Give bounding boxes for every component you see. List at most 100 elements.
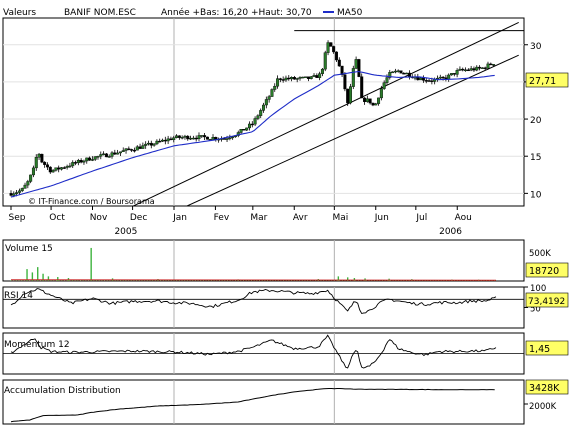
candle-body bbox=[35, 157, 38, 168]
candle-body bbox=[248, 124, 251, 128]
candle-body bbox=[273, 86, 276, 89]
candle-body bbox=[287, 78, 290, 79]
candle-body bbox=[198, 135, 201, 138]
candle-body bbox=[327, 43, 330, 53]
x-tick-label-Nov: Nov bbox=[90, 213, 108, 223]
candle-body bbox=[450, 73, 453, 75]
candle-body bbox=[203, 135, 206, 137]
candle-body bbox=[97, 156, 100, 157]
candle-body bbox=[178, 136, 181, 138]
candle-body bbox=[136, 147, 139, 150]
candle-body bbox=[271, 90, 274, 97]
candle-body bbox=[464, 70, 467, 71]
candle-body bbox=[335, 52, 338, 60]
candle-body bbox=[352, 68, 355, 86]
price-tick-label-20: 20 bbox=[530, 116, 542, 126]
candle-body bbox=[184, 136, 187, 137]
x-tick-label-Jul: Jul bbox=[415, 213, 427, 223]
candle-body bbox=[85, 158, 88, 161]
candle-body bbox=[130, 149, 133, 150]
candle-body bbox=[453, 73, 456, 74]
candle-body bbox=[321, 69, 324, 74]
candle-body bbox=[243, 129, 246, 130]
candle-body bbox=[316, 75, 319, 77]
candle-body bbox=[32, 168, 35, 175]
candle-body bbox=[158, 141, 161, 142]
momentum-value: 1,45 bbox=[529, 344, 550, 355]
candle-body bbox=[473, 69, 476, 71]
candle-body bbox=[254, 118, 257, 124]
candle-body bbox=[105, 154, 108, 157]
candle-body bbox=[478, 67, 481, 68]
candle-body bbox=[492, 64, 495, 65]
rsi-value: 73,4192 bbox=[528, 297, 565, 307]
candle-body bbox=[307, 77, 310, 79]
candle-body bbox=[293, 77, 296, 79]
candle-body bbox=[60, 168, 63, 170]
candle-body bbox=[313, 75, 316, 76]
candle-body bbox=[344, 75, 347, 89]
candle-body bbox=[24, 185, 27, 188]
candle-body bbox=[355, 59, 358, 68]
volume-value: 18720 bbox=[529, 266, 559, 277]
candle-body bbox=[161, 140, 164, 141]
candle-body bbox=[200, 135, 203, 136]
candle-body bbox=[150, 143, 153, 145]
candle-body bbox=[38, 154, 41, 157]
candle-body bbox=[139, 147, 142, 149]
candle-body bbox=[299, 77, 302, 78]
candle-body bbox=[383, 83, 386, 89]
candle-body bbox=[125, 149, 128, 151]
price-tick-label-10: 10 bbox=[530, 190, 542, 200]
candle-body bbox=[156, 141, 159, 144]
candle-body bbox=[226, 139, 229, 140]
candle-body bbox=[265, 99, 268, 105]
candle-body bbox=[153, 144, 156, 145]
candle-body bbox=[10, 193, 13, 195]
candle-body bbox=[108, 156, 111, 157]
candle-body bbox=[349, 87, 352, 103]
candle-body bbox=[102, 154, 105, 155]
candle-body bbox=[88, 158, 91, 160]
candle-body bbox=[338, 60, 341, 66]
candle-body bbox=[439, 77, 442, 78]
candle-body bbox=[71, 162, 74, 166]
momentum-panel-label: Momentum 12 bbox=[4, 340, 70, 350]
candle-body bbox=[380, 89, 383, 98]
x-tick-label-Jun: Jun bbox=[374, 213, 389, 223]
volume-axis-label: 500K bbox=[529, 249, 551, 259]
candle-body bbox=[358, 59, 361, 76]
x-tick-label-Fev: Fev bbox=[214, 213, 230, 223]
candle-body bbox=[77, 160, 80, 163]
accumulation-panel-label: Accumulation Distribution bbox=[4, 386, 121, 396]
candle-body bbox=[417, 77, 420, 80]
candle-body bbox=[447, 75, 450, 79]
candle-body bbox=[296, 78, 299, 79]
accumulation-value: 3428K bbox=[529, 383, 560, 394]
candle-body bbox=[484, 68, 487, 69]
candle-body bbox=[55, 168, 58, 171]
candle-body bbox=[279, 79, 282, 80]
watermark: © IT-Finance.com / Boursorama bbox=[28, 197, 155, 206]
candle-body bbox=[41, 154, 44, 162]
candle-body bbox=[360, 77, 363, 98]
candle-body bbox=[405, 73, 408, 74]
rsi-tick-label-100: 100 bbox=[530, 284, 546, 294]
candle-body bbox=[310, 77, 313, 79]
candle-body bbox=[431, 81, 434, 82]
candle-body bbox=[116, 153, 119, 154]
candle-body bbox=[167, 139, 170, 141]
candle-body bbox=[475, 67, 478, 70]
candle-body bbox=[262, 105, 265, 110]
x-tick-label-Oct: Oct bbox=[49, 213, 65, 223]
candle-body bbox=[189, 138, 192, 139]
candle-body bbox=[324, 53, 327, 69]
candle-body bbox=[231, 137, 234, 138]
candle-body bbox=[164, 140, 167, 141]
candle-body bbox=[94, 157, 97, 160]
candle-body bbox=[114, 153, 117, 154]
candle-body bbox=[206, 137, 209, 139]
candle-body bbox=[442, 77, 445, 78]
candle-body bbox=[18, 191, 21, 193]
candle-body bbox=[186, 136, 189, 139]
